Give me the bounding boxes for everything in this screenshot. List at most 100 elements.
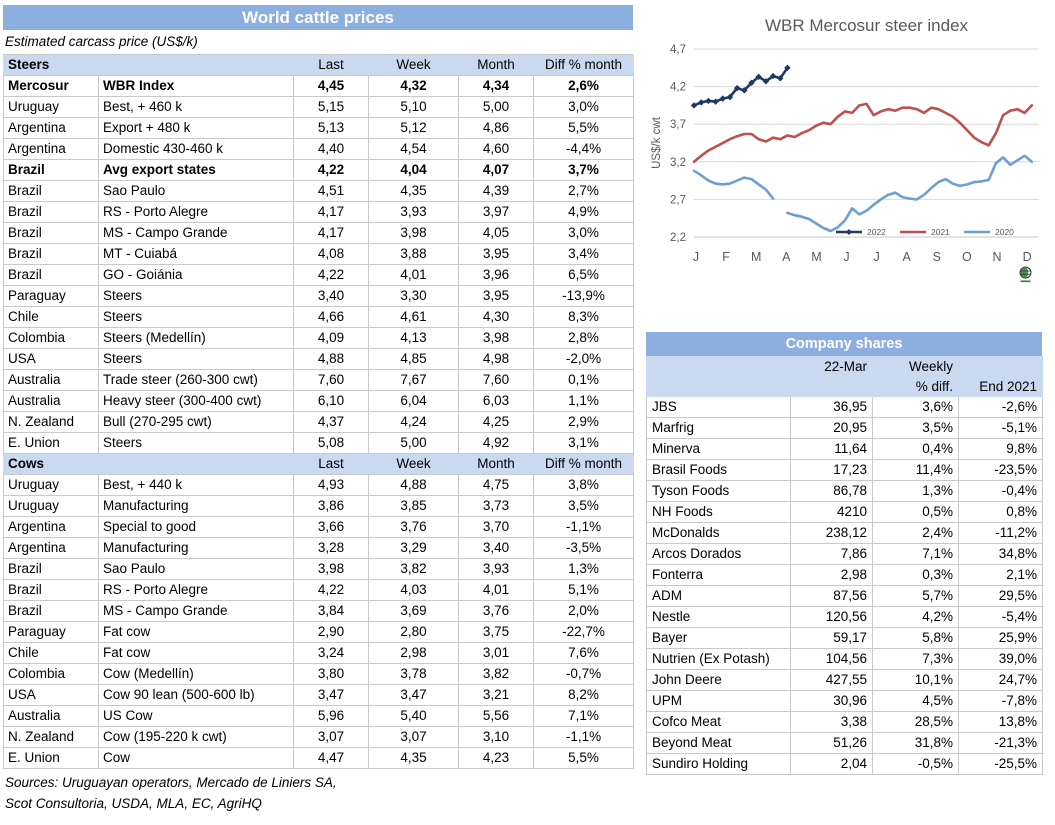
series-line-2020 [786,154,1034,233]
company-name-cell: Nestle [646,606,791,628]
diff-value-cell: 5,5% [533,117,634,139]
month-value-cell: 4,25 [458,411,534,433]
diff-value-cell: 1,1% [533,390,634,412]
x-tick-label: J [693,250,699,264]
x-tick-label: J [873,250,879,264]
x-tick-label: A [903,250,912,264]
weekly-column-header-line2: % diff. [872,376,959,397]
company-row: Brasil Foods 17,23 11,4% -23,5% [646,459,1043,481]
price-row: N. Zealand Bull (270-295 cwt) 4,37 4,24 4,25… [3,411,634,433]
week-value-cell: 5,10 [368,96,459,118]
weekly-diff-cell: 5,8% [872,627,959,649]
company-row: Nutrien (Ex Potash) 104,56 7,3% 39,0% [646,648,1043,670]
week-value-cell: 4,35 [368,180,459,202]
month-value-cell: 4,60 [458,138,534,160]
week-value-cell: 6,04 [368,390,459,412]
company-row: Sundiro Holding 2,04 -0,5% -25,5% [646,753,1043,775]
week-value-cell: 3,85 [368,495,459,517]
company-name-cell: Minerva [646,438,791,460]
week-value-cell: 3,93 [368,201,459,223]
price-row: Brazil MS - Campo Grande 4,17 3,98 4,05 3,0% [3,222,634,244]
last-value-cell: 3,28 [293,537,369,559]
diff-value-cell: 2,0% [533,600,634,622]
week-value-cell: 4,13 [368,327,459,349]
description-cell: Sao Paulo [98,180,294,202]
marker-diamond [705,97,712,105]
company-row: Marfrig 20,95 3,5% -5,1% [646,417,1043,439]
diff-value-cell: 7,6% [533,642,634,664]
country-cell: Brazil [3,600,99,622]
description-cell: Heavy steer (300-400 cwt) [98,390,294,412]
series-line-2020 [692,169,775,200]
carcass-price-subtitle: Estimated carcass price (US$/k) [5,34,198,49]
marker-diamond [712,98,719,105]
end-2021-cell: 25,9% [958,627,1043,649]
week-value-cell: 4,01 [368,264,459,286]
last-value-cell: 3,84 [293,600,369,622]
last-value-cell: 6,10 [293,390,369,412]
description-cell: Fat cow [98,642,294,664]
last-value-cell: 2,90 [293,621,369,643]
price-row: Brazil GO - Goiánia 4,22 4,01 3,96 6,5% [3,264,634,286]
price-value-cell: 86,78 [790,480,873,502]
weekly-diff-cell: 7,3% [872,648,959,670]
month-value-cell: 6,03 [458,390,534,412]
price-value-cell: 36,95 [790,396,873,418]
end-2021-cell: 13,8% [958,711,1043,733]
x-tick-label: F [722,250,730,264]
description-cell: Export + 480 k [98,117,294,139]
week-value-cell: 3,78 [368,663,459,685]
diff-value-cell: 7,1% [533,705,634,727]
country-cell: Argentina [3,516,99,538]
diff-value-cell: -2,0% [533,348,634,370]
week-value-cell: 2,98 [368,642,459,664]
diff-value-cell: 6,5% [533,264,634,286]
last-value-cell: 5,08 [293,432,369,454]
country-cell: Brazil [3,243,99,265]
description-cell: Domestic 430-460 k [98,138,294,160]
country-cell: USA [3,684,99,706]
week-value-cell: 7,67 [368,369,459,391]
col-header-last: Last [293,54,369,76]
price-value-cell: 11,64 [790,438,873,460]
weekly-diff-cell: 3,5% [872,417,959,439]
y-tick-label: 2,2 [670,232,686,244]
company-name-cell: Fonterra [646,564,791,586]
end-2021-cell: 29,5% [958,585,1043,607]
weekly-diff-cell: 1,3% [872,480,959,502]
diff-value-cell: -0,7% [533,663,634,685]
globe-logo-icon [1019,266,1032,283]
marker-diamond [733,84,741,92]
sources-note: Sources: Uruguayan operators, Mercado de… [3,769,633,814]
description-cell: Best, + 460 k [98,96,294,118]
description-cell: Manufacturing [98,495,294,517]
last-value-cell: 4,09 [293,327,369,349]
diff-value-cell: 2,6% [533,75,634,97]
company-row: Nestle 120,56 4,2% -5,4% [646,606,1043,628]
price-row: E. Union Steers 5,08 5,00 4,92 3,1% [3,432,634,454]
country-cell: Chile [3,642,99,664]
description-cell: MS - Campo Grande [98,600,294,622]
month-value-cell: 3,95 [458,243,534,265]
last-value-cell: 4,22 [293,159,369,181]
month-value-cell: 3,97 [458,201,534,223]
country-cell: Brazil [3,180,99,202]
description-cell: Fat cow [98,621,294,643]
description-cell: Avg export states [98,159,294,181]
week-value-cell: 4,35 [368,747,459,769]
last-value-cell: 4,66 [293,306,369,328]
week-value-cell: 4,04 [368,159,459,181]
legend-label-2021: 2021 [931,227,950,237]
country-cell: Australia [3,390,99,412]
company-row: McDonalds 238,12 2,4% -11,2% [646,522,1043,544]
last-value-cell: 4,47 [293,747,369,769]
price-row: Brazil Sao Paulo 4,51 4,35 4,39 2,7% [3,180,634,202]
country-cell: Uruguay [3,96,99,118]
week-value-cell: 3,98 [368,222,459,244]
company-name-cell: Tyson Foods [646,480,791,502]
month-value-cell: 3,95 [458,285,534,307]
price-value-cell: 30,96 [790,690,873,712]
end-2021-cell: -25,5% [958,753,1043,775]
company-name-cell: Beyond Meat [646,732,791,754]
